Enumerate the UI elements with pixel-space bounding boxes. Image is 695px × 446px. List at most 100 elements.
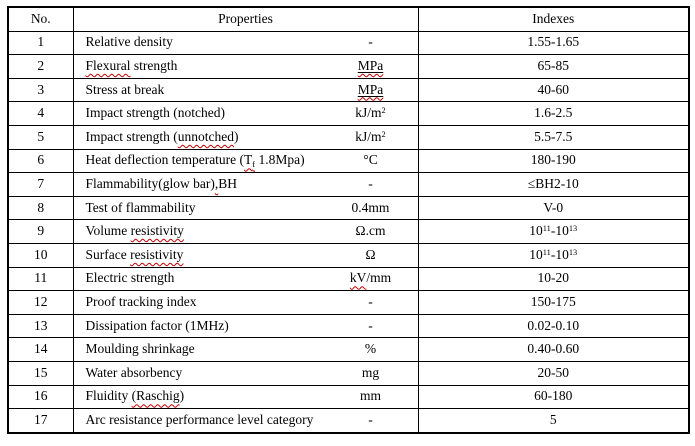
property-name: Electric strength — [85, 270, 175, 286]
property-unit: - — [368, 34, 373, 50]
property-name: Fluidity (Raschig) — [85, 388, 185, 404]
index-value: 20-50 — [417, 360, 690, 386]
table-row: 17 Arc resistance performance level categ… — [7, 408, 690, 434]
index-value: 1.55-1.65 — [417, 30, 690, 56]
property-name: Impact strength (unnotched) — [85, 128, 239, 144]
property-unit: 0.4mm — [351, 199, 390, 215]
row-number-cell: 5 — [7, 124, 74, 150]
row-number-cell: 7 — [7, 172, 74, 197]
property-name: Moulding shrinkage — [85, 341, 195, 357]
row-number-cell: 14 — [7, 337, 74, 362]
property-unit: - — [368, 317, 373, 333]
property-cell: Moulding shrinkage% — [72, 337, 419, 362]
index-value: 60-180 — [417, 384, 690, 410]
row-number-cell: 9 — [7, 219, 74, 244]
property-unit: % — [364, 341, 377, 357]
index-value: 65-85 — [417, 54, 690, 79]
index-value: 1011-1013 — [417, 219, 690, 244]
index-value: V-0 — [417, 195, 690, 221]
table-row: 14 Moulding shrinkage% 0.40-0.60 — [7, 337, 690, 362]
property-cell: Stress at break MPa — [72, 77, 419, 103]
table-row: 8 Test of flammability 0.4mm V-0 — [7, 195, 690, 221]
table-row: 7 Flammability(glow bar),BH - ≤BH2-10 — [7, 172, 690, 197]
property-cell: Heat deflection temperature (Tf 1.8Mpa) °… — [72, 148, 419, 174]
index-value: 150-175 — [417, 290, 690, 315]
row-number-cell: 8 — [7, 195, 74, 221]
property-name: Volume resistivity — [85, 223, 184, 239]
property-unit: kJ/m2 — [355, 128, 386, 144]
property-unit: MPa — [357, 81, 384, 97]
property-unit: - — [368, 294, 373, 309]
property-name: Stress at break — [85, 81, 165, 97]
column-header-indexes: Indexes — [417, 6, 690, 32]
row-number-cell: 16 — [7, 384, 74, 410]
table-row: 2 Flexural strength MPa 65-85 — [7, 54, 690, 79]
column-header-no: No. — [7, 6, 74, 32]
property-cell: Volume resistivity Ω.cm — [72, 219, 419, 244]
property-name: Flammability(glow bar),BH — [85, 176, 238, 192]
index-value: 40-60 — [417, 77, 690, 103]
header-row: No. Properties Indexes — [7, 6, 690, 32]
property-unit: Ω — [365, 246, 376, 262]
row-number-cell: 15 — [7, 360, 74, 386]
property-name: Relative density — [85, 34, 173, 50]
row-number-cell: 12 — [7, 290, 74, 315]
property-cell: Proof tracking index - — [72, 290, 419, 315]
table-row: 15 Water absorbency mg 20-50 — [7, 360, 690, 386]
table-row: 5 Impact strength (unnotched) kJ/m2 5.5-7.5 — [7, 124, 690, 150]
property-name: Arc resistance performance level categor… — [85, 411, 314, 427]
table-row: 3 Stress at break MPa 40-60 — [7, 77, 690, 103]
property-cell: Arc resistance performance level categor… — [72, 408, 419, 434]
property-name: Flexural strength — [85, 58, 178, 74]
property-name: Heat deflection temperature (Tf 1.8Mpa) — [85, 152, 305, 169]
index-value: 1011-1013 — [417, 242, 690, 268]
property-cell: Fluidity (Raschig) mm — [72, 384, 419, 410]
property-unit: MPa — [357, 58, 384, 74]
property-cell: Flammability(glow bar),BH - — [72, 172, 419, 197]
row-number-cell: 11 — [7, 266, 74, 292]
row-number-cell: 4 — [7, 101, 74, 126]
property-cell: Flexural strength MPa — [72, 54, 419, 79]
property-cell: Surface resistivity Ω — [72, 242, 419, 268]
property-cell: Relative density - — [72, 30, 419, 56]
table-row: 4 Impact strength (notched) kJ/m2 1.6-2.5 — [7, 101, 690, 126]
property-unit: Ω.cm — [355, 223, 386, 239]
index-value: 180-190 — [417, 148, 690, 174]
property-unit: - — [368, 176, 373, 192]
property-name: Dissipation factor (1MHz) — [85, 317, 229, 333]
table-row: 1 Relative density - 1.55-1.65 — [7, 30, 690, 56]
property-cell: Electric strength kV/mm — [72, 266, 419, 292]
property-unit: mm — [359, 388, 381, 404]
index-value: 0.02-0.10 — [417, 313, 690, 339]
table-row: 11 Electric strength kV/mm 10-20 — [7, 266, 690, 292]
property-unit: °C — [363, 152, 378, 168]
properties-table: No. Properties Indexes 1 Relative density… — [7, 6, 690, 434]
property-name: Test of flammability — [85, 199, 196, 215]
index-value: 5.5-7.5 — [417, 124, 690, 150]
index-value: 1.6-2.5 — [417, 101, 690, 126]
property-name: Surface resistivity — [85, 246, 184, 262]
property-unit: kV/mm — [349, 270, 392, 286]
row-number-cell: 13 — [7, 313, 74, 339]
index-value: 0.40-0.60 — [417, 337, 690, 362]
table-row: 9 Volume resistivity Ω.cm 1011-1013 — [7, 219, 690, 244]
row-number-cell: 2 — [7, 54, 74, 79]
column-header-properties: Properties — [72, 6, 419, 32]
table-row: 16 Fluidity (Raschig) mm 60-180 — [7, 384, 690, 410]
property-unit: - — [368, 411, 373, 427]
index-value: ≤BH2-10 — [417, 172, 690, 197]
table-row: 12 Proof tracking index - 150-175 — [7, 290, 690, 315]
row-number-cell: 6 — [7, 148, 74, 174]
property-name: Impact strength (notched) — [85, 105, 225, 121]
row-number-cell: 17 — [7, 408, 74, 434]
table-row: 13 Dissipation factor (1MHz) - 0.02-0.10 — [7, 313, 690, 339]
property-cell: Impact strength (unnotched) kJ/m2 — [72, 124, 419, 150]
property-unit: mg — [361, 364, 380, 380]
row-number-cell: 1 — [7, 30, 74, 56]
index-value: 5 — [417, 408, 690, 434]
property-name: Proof tracking index — [85, 294, 197, 309]
property-unit: kJ/m2 — [355, 105, 386, 121]
table-row: 6 Heat deflection temperature (Tf 1.8Mpa)… — [7, 148, 690, 174]
property-name: Water absorbency — [85, 364, 183, 380]
